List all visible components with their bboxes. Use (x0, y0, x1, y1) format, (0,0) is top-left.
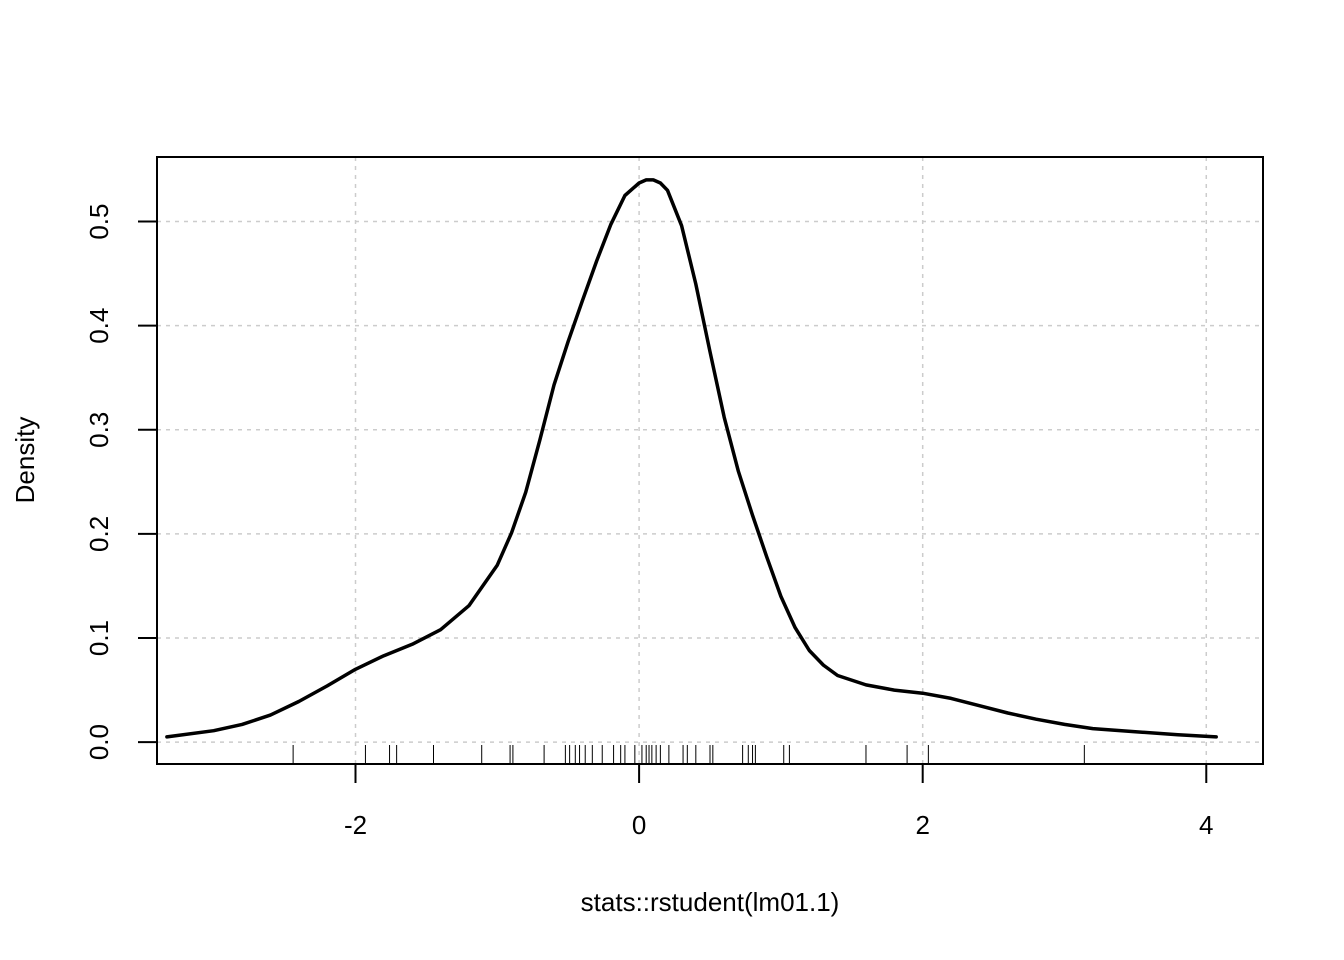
y-axis: 0.0 0.1 0.2 0.3 0.4 0.5 (84, 204, 157, 760)
density-line (165, 178, 1218, 739)
grid (157, 157, 1263, 764)
y-tick-label: 0.4 (84, 308, 114, 344)
plot-frame (156, 156, 1264, 765)
x-tick-label: 2 (915, 810, 929, 840)
y-tick-label: 0.0 (84, 724, 114, 760)
x-tick-label: -2 (344, 810, 367, 840)
x-axis-label: stats::rstudent(lm01.1) (581, 887, 840, 917)
series-line-group (165, 178, 1218, 739)
y-tick-label: 0.3 (84, 412, 114, 448)
x-tick-label: 0 (632, 810, 646, 840)
y-tick-label: 0.5 (84, 204, 114, 240)
x-tick-label: 4 (1199, 810, 1213, 840)
x-axis: -2 0 2 4 (344, 764, 1214, 840)
y-tick-label: 0.1 (84, 620, 114, 656)
y-tick-label: 0.2 (84, 516, 114, 552)
y-axis-label: Density (10, 417, 40, 504)
rug (292, 745, 1085, 764)
